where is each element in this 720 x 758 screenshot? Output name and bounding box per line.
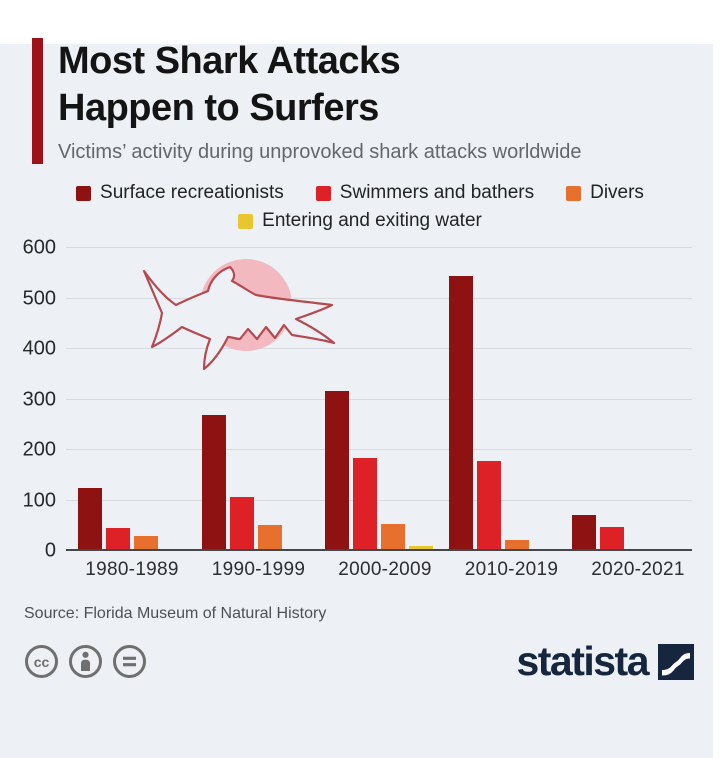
- legend-label: Surface recreationists: [100, 182, 284, 204]
- bar-swimmers-and-bathers-1990-1999: [229, 496, 254, 552]
- bar-group-1990-1999: [201, 248, 310, 552]
- bar-surface-recreationists-2020-2021: [572, 514, 596, 552]
- bar-swimmers-and-bathers-2020-2021: [600, 526, 624, 552]
- gridline-100: [66, 499, 692, 501]
- statista-logo[interactable]: statista: [516, 641, 694, 682]
- legend-label: Entering and exiting water: [262, 210, 482, 232]
- bar-divers-1990-1999: [257, 524, 282, 552]
- legend-item-divers: Divers: [566, 182, 644, 204]
- x-axis-line: [66, 549, 692, 552]
- bar-surface-recreationists-1980-1989: [78, 488, 102, 552]
- title-accent-bar: [32, 38, 43, 165]
- bar-group-2020-2021: [572, 248, 680, 552]
- header: Most Shark Attacks Happen to Surfers Vic…: [32, 38, 696, 165]
- x-tick-label: 1980-1989: [85, 559, 179, 581]
- plot-area: [66, 247, 692, 552]
- no-derivatives-icon: [113, 645, 146, 679]
- legend-item-surface-recreationists: Surface recreationists: [76, 182, 284, 204]
- y-tick-label: 200: [22, 438, 56, 461]
- gridline-200: [66, 449, 692, 451]
- title-line-2: Happen to Surfers: [58, 87, 379, 130]
- title-line-1: Most Shark Attacks: [58, 40, 401, 82]
- bar-divers-1980-1989: [134, 536, 158, 552]
- y-tick-label: 400: [22, 337, 56, 360]
- bar-swimmers-and-bathers-1980-1989: [106, 528, 130, 552]
- legend-item-entering-and-exiting-water: Entering and exiting water: [238, 210, 482, 232]
- infographic-panel: [0, 44, 713, 758]
- legend-swatch: [76, 185, 92, 201]
- infographic: Most Shark Attacks Happen to Surfers Vic…: [0, 38, 720, 682]
- x-tick-label: 2000-2009: [338, 559, 432, 581]
- svg-text:cc: cc: [34, 654, 50, 670]
- cc-license-link[interactable]: cc: [24, 644, 147, 679]
- y-tick-label: 0: [44, 539, 56, 562]
- page-subtitle: Victims’ activity during unprovoked shar…: [58, 141, 582, 164]
- page-title: Most Shark Attacks Happen to Surfers: [58, 38, 582, 132]
- bar-group-2000-2009: [325, 248, 433, 552]
- chart-legend: Surface recreationists Swimmers and bathe…: [60, 182, 660, 232]
- bar-group-2010-2019: [448, 248, 557, 552]
- statista-wordmark: statista: [516, 638, 649, 685]
- legend-label: Divers: [590, 182, 644, 204]
- legend-label: Swimmers and bathers: [339, 182, 535, 204]
- gridline-400: [66, 348, 692, 350]
- legend-item-swimmers-and-bathers: Swimmers and bathers: [315, 182, 535, 204]
- bar-chart: 0 100 200 300 400 500 600: [22, 237, 696, 562]
- cc-icon: cc: [25, 645, 58, 679]
- bar-swimmers-and-bathers-2010-2019: [476, 461, 501, 552]
- legend-swatch: [566, 185, 582, 201]
- bar-surface-recreationists-1990-1999: [201, 414, 226, 552]
- y-tick-label: 600: [22, 236, 56, 259]
- legend-swatch: [315, 185, 331, 201]
- bar-surface-recreationists-2010-2019: [448, 276, 473, 552]
- y-tick-label: 300: [22, 388, 56, 411]
- y-tick-label: 100: [22, 489, 56, 512]
- attribution-icon: [69, 645, 102, 679]
- source-note: Source: Florida Museum of Natural Histor…: [24, 605, 327, 623]
- x-tick-label: 2010-2019: [464, 559, 559, 581]
- gridline-500: [66, 297, 692, 299]
- bar-entering-and-exiting-water-2000-2009: [409, 546, 433, 552]
- gridline-600: [66, 247, 692, 249]
- bar-surface-recreationists-2000-2009: [325, 390, 349, 552]
- x-tick-label: 2020-2021: [591, 559, 685, 581]
- bar-groups: [78, 248, 680, 552]
- statista-logo-mark: [658, 643, 694, 680]
- bar-swimmers-and-bathers-2000-2009: [353, 457, 377, 552]
- x-tick-label: 1990-1999: [211, 559, 306, 581]
- footer: cc statista: [24, 641, 694, 682]
- y-tick-label: 500: [22, 287, 56, 310]
- bar-group-1980-1989: [78, 248, 186, 552]
- gridline-300: [66, 398, 692, 400]
- bar-divers-2000-2009: [381, 524, 405, 552]
- bar-divers-2010-2019: [504, 539, 529, 552]
- legend-swatch: [238, 213, 254, 229]
- x-axis-labels: 1980-1989 1990-1999 2000-2009 2010-2019 2020…: [78, 559, 692, 581]
- y-axis: 0 100 200 300 400 500 600: [22, 237, 58, 562]
